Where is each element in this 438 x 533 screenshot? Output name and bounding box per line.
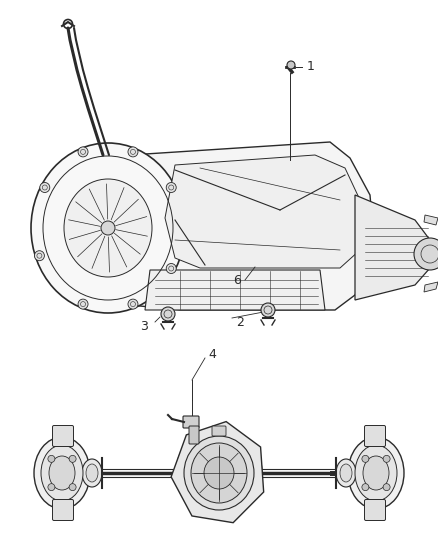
- Ellipse shape: [363, 456, 389, 490]
- FancyBboxPatch shape: [53, 425, 74, 447]
- Circle shape: [383, 455, 390, 462]
- FancyBboxPatch shape: [364, 499, 385, 521]
- Ellipse shape: [336, 459, 356, 487]
- Circle shape: [166, 263, 176, 273]
- Circle shape: [287, 61, 295, 69]
- Circle shape: [166, 182, 176, 192]
- Circle shape: [383, 483, 390, 491]
- Circle shape: [128, 147, 138, 157]
- Text: 3: 3: [140, 319, 148, 333]
- FancyBboxPatch shape: [364, 425, 385, 447]
- Ellipse shape: [340, 464, 352, 482]
- Circle shape: [261, 303, 275, 317]
- Text: 4: 4: [208, 349, 216, 361]
- Circle shape: [48, 483, 55, 491]
- Ellipse shape: [64, 179, 152, 277]
- FancyBboxPatch shape: [189, 426, 199, 444]
- Text: 1: 1: [307, 61, 315, 74]
- Ellipse shape: [191, 443, 247, 503]
- Ellipse shape: [49, 456, 75, 490]
- Ellipse shape: [355, 445, 397, 501]
- Polygon shape: [145, 270, 325, 310]
- Circle shape: [48, 455, 55, 462]
- Ellipse shape: [184, 436, 254, 510]
- Circle shape: [128, 299, 138, 309]
- FancyBboxPatch shape: [212, 426, 226, 436]
- Ellipse shape: [31, 143, 185, 313]
- Circle shape: [414, 238, 438, 270]
- Ellipse shape: [41, 445, 83, 501]
- Polygon shape: [171, 422, 264, 523]
- Ellipse shape: [82, 459, 102, 487]
- Circle shape: [35, 251, 44, 261]
- Polygon shape: [424, 215, 438, 225]
- Circle shape: [362, 455, 369, 462]
- Circle shape: [362, 483, 369, 491]
- Polygon shape: [165, 155, 360, 268]
- Circle shape: [161, 307, 175, 321]
- Circle shape: [69, 455, 76, 462]
- Text: 2: 2: [236, 316, 244, 328]
- Ellipse shape: [204, 457, 234, 489]
- FancyBboxPatch shape: [183, 416, 199, 428]
- Circle shape: [78, 147, 88, 157]
- Circle shape: [78, 299, 88, 309]
- FancyBboxPatch shape: [53, 499, 74, 521]
- Polygon shape: [110, 142, 375, 310]
- Ellipse shape: [34, 437, 90, 509]
- Polygon shape: [424, 282, 438, 292]
- Ellipse shape: [348, 437, 404, 509]
- Text: 6: 6: [233, 273, 241, 287]
- Circle shape: [69, 483, 76, 491]
- Circle shape: [40, 182, 50, 192]
- Ellipse shape: [176, 428, 262, 518]
- Circle shape: [101, 221, 115, 235]
- Ellipse shape: [86, 464, 98, 482]
- Polygon shape: [355, 195, 432, 300]
